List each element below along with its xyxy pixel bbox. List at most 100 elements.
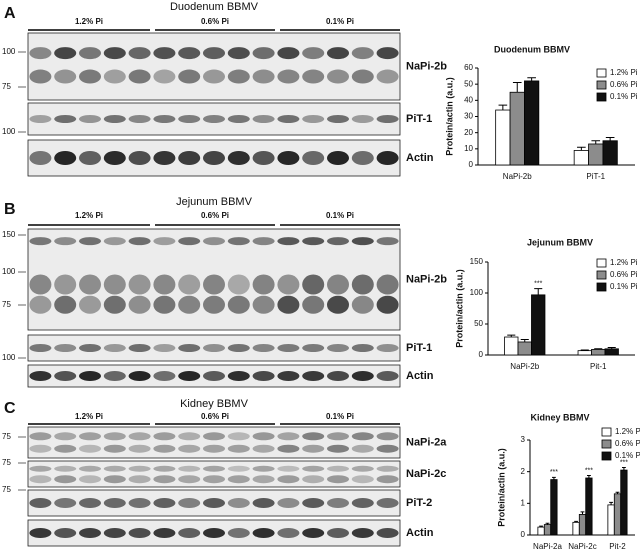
blot-band — [103, 344, 126, 352]
blot-label: NaPi-2a — [406, 436, 447, 448]
mw-marker: 100 — [2, 353, 16, 362]
blot-band — [128, 371, 151, 381]
blot-band — [54, 498, 77, 508]
blot-band — [178, 444, 201, 453]
blot-band — [376, 237, 399, 246]
legend-label: 1.2% Pi — [610, 258, 638, 267]
blot-band — [29, 151, 52, 165]
blot-label: PiT-2 — [406, 497, 432, 509]
blot-band — [29, 465, 52, 472]
blot-band — [227, 528, 250, 538]
bar — [613, 493, 622, 536]
blot-band — [103, 444, 126, 453]
blot-band — [302, 444, 325, 453]
blot-band — [351, 444, 374, 453]
blot-band — [29, 444, 52, 453]
blot-band — [103, 237, 126, 246]
blot-band — [327, 69, 349, 84]
blot-band — [103, 498, 126, 508]
mw-marker: 75 — [2, 82, 11, 91]
blot-band — [153, 528, 176, 538]
blot-membrane — [27, 426, 401, 459]
y-tick-label: 50 — [464, 79, 473, 88]
blot-band — [54, 475, 77, 484]
blot-band — [54, 371, 77, 381]
blot-band — [351, 274, 374, 295]
blot-band — [79, 295, 101, 314]
blot-band — [376, 444, 399, 453]
blot-band — [302, 432, 325, 441]
blot-band — [178, 47, 201, 60]
blot-band — [277, 444, 300, 453]
blot-band — [227, 237, 250, 246]
blot-band — [351, 432, 374, 441]
bar — [604, 348, 619, 356]
blot-band — [29, 295, 52, 314]
blot-band — [327, 432, 349, 441]
blot-band — [252, 274, 275, 295]
blot-band — [327, 344, 349, 352]
blot-label: Actin — [406, 370, 434, 382]
blot-band — [203, 237, 225, 246]
legend-swatch — [596, 92, 607, 102]
blot-band — [178, 344, 201, 352]
blot-band — [54, 528, 77, 538]
significance-label: *** — [620, 459, 628, 466]
y-tick-label: 30 — [464, 112, 473, 121]
blot-band — [376, 475, 399, 484]
blot-band — [351, 371, 374, 381]
blot-band — [203, 69, 225, 84]
blot-band — [54, 47, 77, 60]
blot-band — [302, 47, 325, 60]
blot-band — [376, 295, 399, 314]
blot-band — [252, 371, 275, 381]
blot-band — [227, 444, 250, 453]
blot-band — [79, 371, 101, 381]
blot-band — [203, 274, 225, 295]
blot-band — [203, 295, 225, 314]
blot-band — [227, 295, 250, 314]
blot-band — [178, 475, 201, 484]
y-tick-label: 2 — [521, 467, 526, 476]
x-tick-label: PiT-1 — [586, 172, 605, 181]
blot-band — [376, 371, 399, 381]
error-bar — [580, 511, 585, 515]
blot-band — [153, 498, 176, 508]
legend-swatch — [596, 270, 607, 280]
error-bar — [580, 349, 589, 351]
group-label: 1.2% Pi — [75, 211, 103, 220]
y-tick-label: 3 — [521, 435, 526, 444]
legend-label: 0.1% Pi — [610, 282, 638, 291]
significance-label: *** — [534, 281, 542, 288]
legend-label: 0.1% Pi — [610, 92, 638, 101]
blot-band — [376, 274, 399, 295]
blot-band — [351, 69, 374, 84]
x-tick-label: Pit-2 — [609, 542, 626, 551]
y-tick-label: 0 — [469, 160, 474, 169]
blot-band — [128, 237, 151, 246]
bar — [504, 336, 519, 356]
blot-band — [227, 465, 250, 472]
blot-band — [277, 475, 300, 484]
blot-band — [128, 69, 151, 84]
group-label: 1.2% Pi — [75, 17, 103, 26]
blot-band — [103, 69, 126, 84]
panel-letter: C — [4, 400, 16, 417]
blot-band — [79, 432, 101, 441]
blot-band — [277, 69, 300, 84]
bar — [550, 479, 558, 536]
blot-band — [327, 498, 349, 508]
blot-band — [178, 274, 201, 295]
blot-band — [302, 69, 325, 84]
blot — [27, 334, 401, 362]
blot-band — [351, 47, 374, 60]
blot-band — [29, 274, 52, 295]
blot — [27, 102, 401, 136]
blot-band — [277, 528, 300, 538]
blot-band — [302, 115, 325, 123]
y-tick-label: 1 — [521, 498, 526, 507]
blot-band — [376, 69, 399, 84]
blot-band — [178, 115, 201, 123]
blot-band — [302, 498, 325, 508]
blot-band — [29, 237, 52, 246]
